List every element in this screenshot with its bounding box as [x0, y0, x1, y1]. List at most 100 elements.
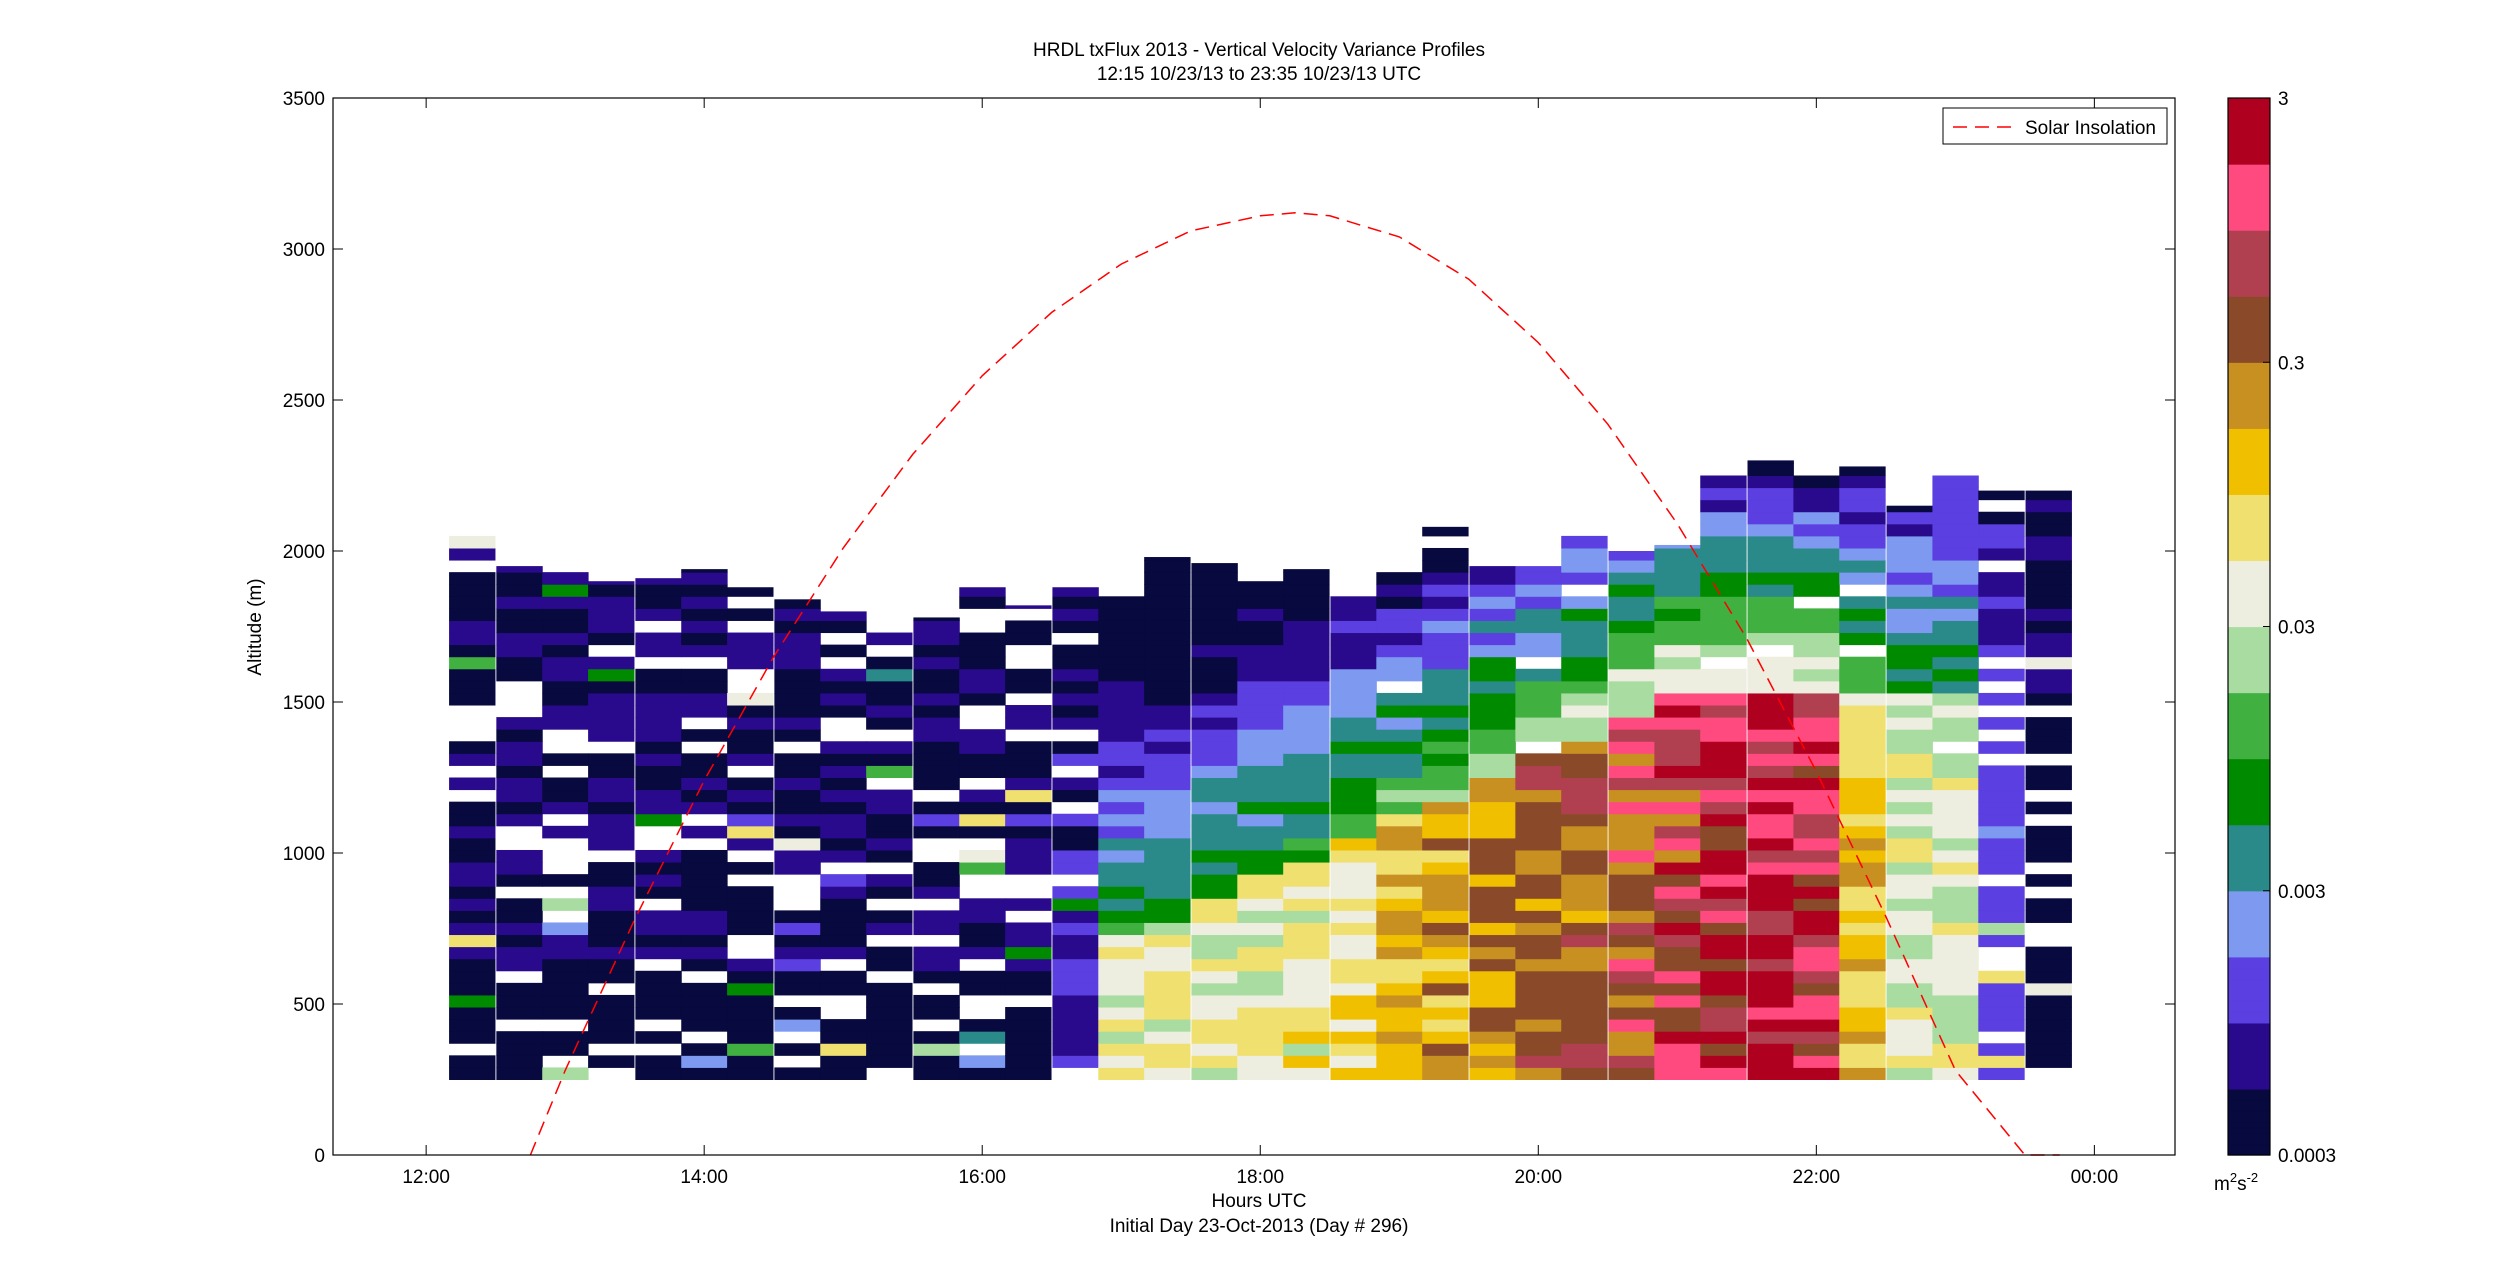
heatmap-cell	[959, 644, 1006, 658]
heatmap-cell	[1886, 620, 1933, 634]
heatmap-cell	[1839, 523, 1886, 537]
heatmap-cell	[1098, 946, 1145, 960]
heatmap-cell	[1700, 499, 1747, 513]
heatmap-cell	[1422, 656, 1469, 670]
heatmap-cell	[1330, 632, 1377, 646]
heatmap-cell	[1422, 849, 1469, 863]
heatmap-cell	[588, 825, 635, 839]
heatmap-cell	[1422, 692, 1469, 706]
heatmap-cell	[1608, 1043, 1655, 1056]
heatmap-cell	[1978, 572, 2025, 585]
heatmap-cell	[1561, 705, 1608, 718]
heatmap-cell	[1561, 596, 1608, 609]
heatmap-cell	[1237, 608, 1284, 621]
heatmap-cell	[496, 849, 543, 863]
heatmap-cell	[1654, 874, 1701, 887]
heatmap-cell	[1978, 982, 2025, 996]
heatmap-cell	[1886, 765, 1933, 778]
heatmap-cell	[1747, 560, 1794, 573]
legend-box	[1942, 107, 2168, 145]
heatmap-cell	[1700, 970, 1747, 984]
heatmap-cell	[1886, 1007, 1933, 1020]
heatmap-cell	[1283, 910, 1330, 923]
heatmap-cell	[1422, 560, 1469, 573]
heatmap-cell	[1191, 934, 1238, 948]
heatmap-cell	[1191, 958, 1238, 972]
heatmap-cell	[1700, 475, 1747, 489]
heatmap-cell	[1608, 789, 1655, 803]
heatmap-cell	[1376, 801, 1423, 815]
heatmap-cell	[913, 946, 960, 960]
heatmap-cell	[1098, 692, 1145, 706]
heatmap-cell	[1886, 910, 1933, 923]
heatmap-cell	[1144, 632, 1191, 646]
heatmap-cell	[1608, 1007, 1655, 1020]
heatmap-cell	[1700, 874, 1747, 887]
heatmap-cell	[2025, 837, 2072, 851]
heatmap-cell	[1932, 898, 1979, 911]
colorbar-band	[2228, 406, 2270, 418]
heatmap-cell	[1283, 572, 1330, 585]
heatmap-cell	[1700, 777, 1747, 791]
heatmap-cell	[542, 898, 589, 911]
heatmap-cell	[449, 994, 496, 1008]
heatmap-cell	[496, 608, 543, 621]
heatmap-cell	[1098, 825, 1145, 839]
heatmap-cell	[1886, 777, 1933, 791]
heatmap-cell	[2025, 970, 2072, 984]
heatmap-cell	[635, 849, 682, 863]
heatmap-cell	[681, 1007, 728, 1020]
heatmap-cell	[1978, 535, 2025, 549]
heatmap-cell	[1561, 644, 1608, 658]
heatmap-cell	[1793, 499, 1840, 513]
heatmap-cell	[1839, 680, 1886, 694]
heatmap-cell	[727, 958, 774, 972]
colorbar-band	[2228, 758, 2270, 771]
heatmap-cell	[727, 862, 774, 875]
heatmap-cell	[542, 1007, 589, 1020]
heatmap-cell	[635, 946, 682, 960]
heatmap-cell	[1469, 1043, 1516, 1056]
heatmap-cell	[449, 813, 496, 827]
heatmap-cell	[1932, 1043, 1979, 1056]
heatmap-cell	[1376, 970, 1423, 984]
heatmap-cell	[1932, 765, 1979, 778]
heatmap-cell	[1283, 789, 1330, 803]
heatmap-cell	[1654, 946, 1701, 960]
heatmap-cell	[1515, 825, 1562, 839]
heatmap-cell	[1608, 777, 1655, 791]
x-tick-label: 14:00	[680, 1167, 728, 1188]
heatmap-cell	[635, 994, 682, 1008]
heatmap-cell	[1422, 644, 1469, 658]
heatmap-cell	[774, 1067, 821, 1080]
heatmap-cell	[1052, 1043, 1099, 1056]
heatmap-cell	[1330, 1055, 1377, 1068]
colorbar-band	[2228, 835, 2270, 848]
colorbar-tick-label: 0.03	[2278, 618, 2315, 639]
heatmap-cell	[1700, 982, 1747, 996]
heatmap-cell	[1098, 753, 1145, 766]
heatmap-cell	[1654, 1007, 1701, 1020]
heatmap-cell	[1932, 620, 1979, 634]
heatmap-cell	[681, 777, 728, 791]
heatmap-cell	[1839, 1019, 1886, 1032]
heatmap-cell	[496, 584, 543, 597]
heatmap-cell	[635, 934, 682, 948]
heatmap-cell	[449, 1007, 496, 1020]
heatmap-cell	[1469, 982, 1516, 996]
heatmap-cell	[1839, 475, 1886, 489]
heatmap-cell	[1191, 789, 1238, 803]
heatmap-cell	[1237, 584, 1284, 597]
heatmap-cell	[1839, 705, 1886, 718]
heatmap-cell	[820, 1019, 867, 1032]
heatmap-cell	[1422, 910, 1469, 923]
heatmap-cell	[542, 608, 589, 621]
heatmap-cell	[1098, 705, 1145, 718]
heatmap-cell	[1191, 898, 1238, 911]
heatmap-cell	[681, 886, 728, 899]
heatmap-cell	[1237, 753, 1284, 766]
heatmap-cell	[1793, 958, 1840, 972]
heatmap-cell	[1747, 668, 1794, 682]
heatmap-cell	[1237, 837, 1284, 851]
heatmap-cell	[866, 717, 913, 730]
